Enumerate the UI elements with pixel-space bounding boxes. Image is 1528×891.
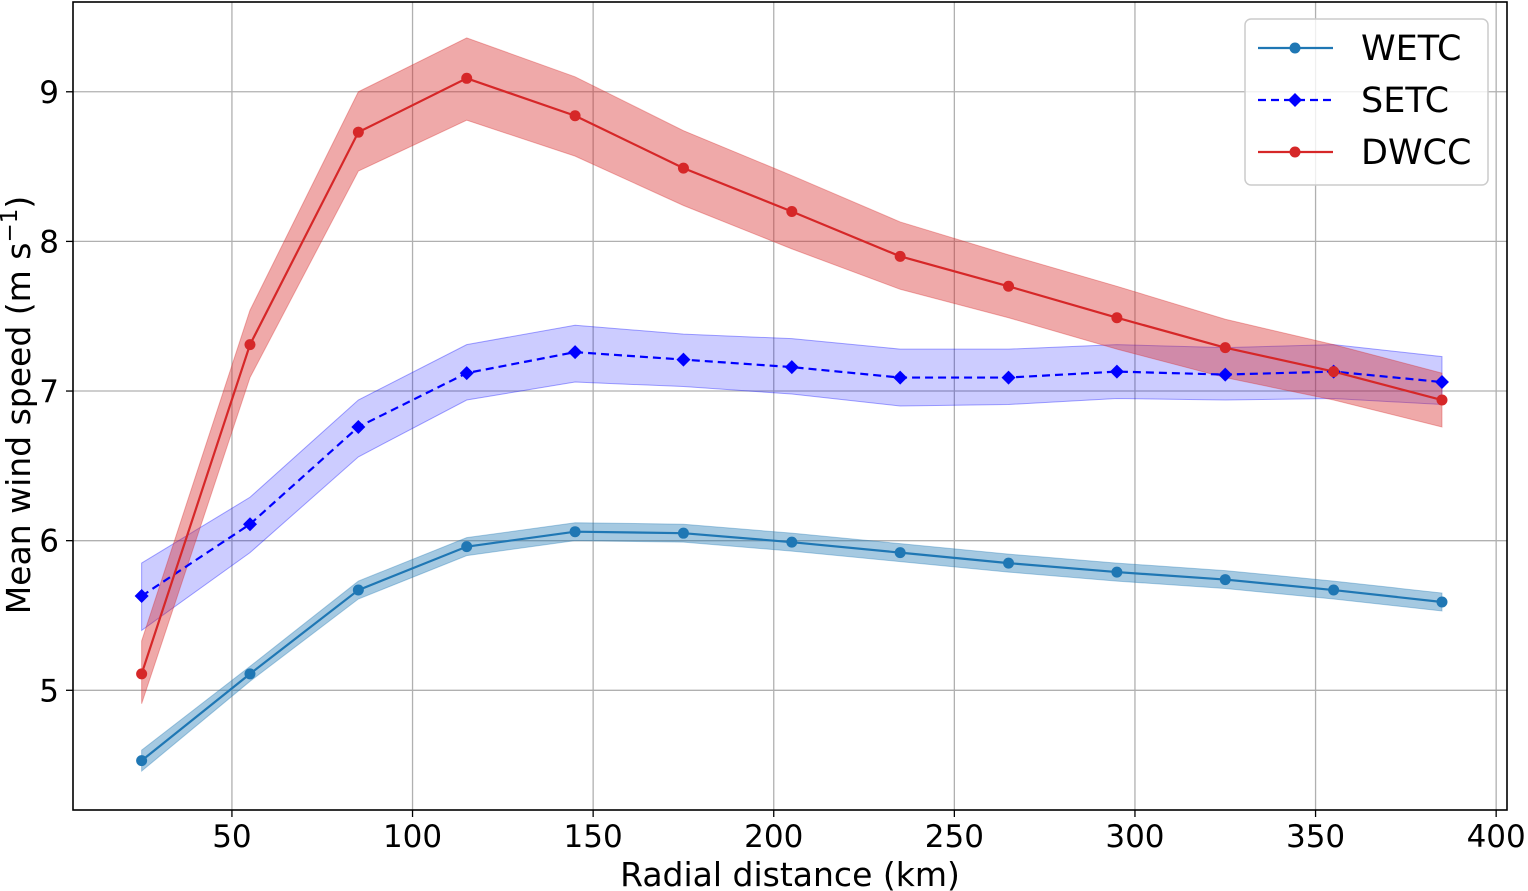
dwcc-confidence-band <box>141 37 1443 704</box>
setc-data-point <box>134 589 149 604</box>
setc-data-point <box>568 345 583 360</box>
setc-data-point <box>676 352 691 367</box>
x-tick-label: 400 <box>1467 819 1526 855</box>
dwcc-data-point <box>1436 394 1448 406</box>
x-tick-label: 300 <box>1105 819 1164 855</box>
x-axis-label: Radial distance (km) <box>620 855 960 891</box>
y-axis-ticks: 5 6 7 8 9 <box>39 75 73 709</box>
y-tick-label: 6 <box>39 524 59 560</box>
y-tick-label: 7 <box>39 374 59 410</box>
setc-data-point <box>784 360 799 375</box>
wetc-data-point <box>786 536 798 548</box>
dwcc-data-point <box>786 205 798 217</box>
wetc-data-point <box>1111 566 1123 578</box>
setc-data-point <box>893 370 908 385</box>
setc-data-point <box>351 419 366 434</box>
wetc-confidence-band <box>141 522 1443 773</box>
y-axis-label-main: Mean wind speed (m s <box>0 242 38 614</box>
dwcc-data-point <box>461 72 473 84</box>
wetc-data-point <box>677 527 689 539</box>
setc-data-point <box>1109 364 1124 379</box>
setc-data-point <box>459 366 474 381</box>
wetc-data-point <box>569 526 581 538</box>
dwcc-data-point <box>677 162 689 174</box>
y-tick-label: 8 <box>39 224 59 260</box>
x-tick-label: 150 <box>564 819 623 855</box>
y-tick-label: 9 <box>39 75 59 111</box>
y-axis-label-close: ) <box>0 196 38 209</box>
dwcc-data-point <box>136 668 148 680</box>
y-axis-label: Mean wind speed (m s−1) <box>0 196 38 615</box>
wetc-data-point <box>136 755 148 767</box>
wetc-data-point <box>461 541 473 553</box>
axes-frame <box>72 1 1508 811</box>
dwcc-data-point <box>1328 366 1340 378</box>
wetc-data-point <box>1003 557 1015 569</box>
wetc-data-point <box>244 668 256 680</box>
wetc-data-point <box>1436 596 1448 608</box>
wetc-data-point <box>1328 584 1340 596</box>
dwcc-data-point <box>1003 280 1015 292</box>
setc-data-point <box>1001 370 1016 385</box>
wetc-data-point <box>894 547 906 559</box>
y-axis-label-exponent: −1 <box>0 209 23 243</box>
dwcc-data-point <box>1111 312 1123 324</box>
x-tick-label: 250 <box>925 819 984 855</box>
x-axis-ticks: 50 100 150 200 250 300 350 400 <box>212 810 1526 855</box>
setc-data-point <box>1218 367 1233 382</box>
x-tick-label: 50 <box>212 819 251 855</box>
setc-legend-label: SETC <box>1361 81 1449 121</box>
legend: WETC SETC DWCC <box>1244 18 1489 186</box>
y-tick-label: 5 <box>39 673 59 709</box>
dwcc-data-point <box>894 250 906 262</box>
setc-legend-marker <box>1288 93 1302 107</box>
dwcc-legend-marker <box>1289 146 1301 158</box>
legend-box <box>1244 18 1489 186</box>
dwcc-legend-label: DWCC <box>1361 133 1471 173</box>
x-tick-label: 350 <box>1286 819 1345 855</box>
setc-data-point <box>242 517 257 532</box>
x-tick-label: 200 <box>744 819 803 855</box>
dwcc-data-point <box>352 126 364 138</box>
wetc-legend-label: WETC <box>1361 29 1462 69</box>
wetc-line <box>140 530 1443 762</box>
confidence-bands <box>141 37 1443 773</box>
setc-data-point <box>1434 375 1449 390</box>
series-markers <box>134 72 1449 767</box>
x-tick-label: 100 <box>383 819 442 855</box>
wetc-legend-marker <box>1289 42 1301 54</box>
wetc-data-point <box>352 584 364 596</box>
wetc-data-point <box>1219 574 1231 586</box>
dwcc-data-point <box>569 110 581 122</box>
dwcc-data-point <box>244 339 256 351</box>
dwcc-data-point <box>1219 342 1231 354</box>
